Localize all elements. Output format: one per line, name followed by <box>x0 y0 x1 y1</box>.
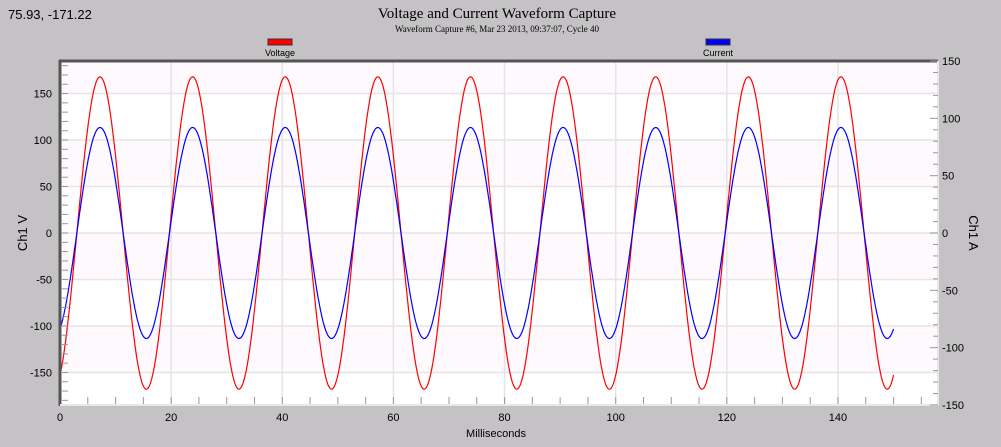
x-axis-label: Milliseconds <box>466 428 526 440</box>
x-tick-label: 140 <box>829 412 847 424</box>
series-line-voltage <box>59 76 895 390</box>
legend-swatch-current <box>705 38 731 46</box>
x-tick-label: 40 <box>276 412 288 424</box>
y-left-tick-label: -100 <box>30 321 52 333</box>
x-tick-label: 60 <box>387 412 399 424</box>
y-right-tick-label: -100 <box>942 343 964 355</box>
y-right-tick-label: -50 <box>942 285 958 297</box>
legend-label-voltage: Voltage <box>265 48 295 58</box>
legend-item-current[interactable]: Current <box>703 38 734 58</box>
y-axis-right-label: Ch1 A <box>966 215 981 251</box>
y-left-tick-label: 0 <box>46 228 52 240</box>
plot-band <box>60 186 938 233</box>
y-right-tick-label: 50 <box>942 171 954 183</box>
legend-item-voltage[interactable]: Voltage <box>265 38 295 58</box>
y-right-tick-label: 100 <box>942 113 960 125</box>
chart-subtitle: Waveform Capture #6, Mar 23 2013, 09:37:… <box>395 24 599 34</box>
x-tick-label: 80 <box>498 412 510 424</box>
chart-title: Voltage and Current Waveform Capture <box>378 6 617 22</box>
cursor-readout: 75.93, -171.22 <box>8 7 92 22</box>
y-left-tick-label: 50 <box>40 182 52 194</box>
legend-label-current: Current <box>703 48 734 58</box>
y-left-tick-label: -150 <box>30 367 52 379</box>
legend-swatch-voltage <box>267 38 293 46</box>
y-left-tick-label: -50 <box>36 274 52 286</box>
plot-band <box>60 93 938 141</box>
x-tick-label: 100 <box>607 412 625 424</box>
y-axis-left-label: Ch1 V <box>15 215 30 251</box>
plot-band <box>60 372 938 405</box>
y-right-tick-label: 150 <box>942 56 960 68</box>
series-line-current <box>59 126 895 340</box>
x-tick-label: 20 <box>165 412 177 424</box>
y-left-tick-label: 150 <box>34 89 52 101</box>
y-right-tick-label: 0 <box>942 228 948 240</box>
y-right-tick-label: -150 <box>942 400 964 412</box>
y-left-tick-label: 100 <box>34 135 52 147</box>
x-tick-label: 120 <box>718 412 736 424</box>
x-tick-label: 0 <box>57 412 63 424</box>
